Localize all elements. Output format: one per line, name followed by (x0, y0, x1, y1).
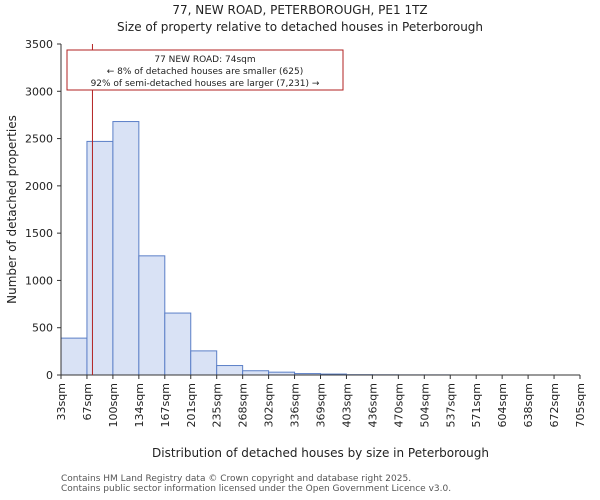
annotation-line-1: 77 NEW ROAD: 74sqm (154, 55, 255, 65)
histogram-bar (164, 312, 192, 376)
x-tick-label: 604sqm (496, 383, 509, 427)
histogram-bar (112, 121, 140, 376)
x-tick-label: 100sqm (107, 383, 120, 427)
footer-line-2: Contains public sector information licen… (61, 484, 452, 494)
y-tick-label: 500 (32, 322, 53, 335)
x-tick-label: 672sqm (548, 383, 561, 427)
y-axis-label: Number of detached properties (5, 115, 19, 304)
chart-title: 77, NEW ROAD, PETERBOROUGH, PE1 1TZ (172, 3, 428, 17)
y-axis-ticks: 0 500 1000 1500 2000 2500 3000 3500 (25, 38, 61, 382)
y-tick-label: 3500 (25, 38, 53, 51)
y-tick-label: 3000 (25, 85, 53, 98)
y-tick-label: 2000 (25, 180, 53, 193)
x-tick-label: 235sqm (211, 383, 224, 427)
chart-title-block: 77, NEW ROAD, PETERBOROUGH, PE1 1TZ Size… (0, 2, 600, 36)
histogram-bar (60, 337, 88, 376)
annotation-box (66, 49, 344, 91)
x-tick-label: 201sqm (185, 383, 198, 427)
chart-subtitle: Size of property relative to detached ho… (116, 20, 484, 34)
x-tick-label: 705sqm (574, 383, 587, 427)
x-tick-label: 403sqm (340, 383, 353, 427)
x-tick-label: 67sqm (81, 383, 94, 420)
y-tick-label: 1500 (25, 227, 53, 240)
x-tick-label: 302sqm (263, 383, 276, 427)
y-tick-label: 2500 (25, 133, 53, 146)
x-tick-label: 33sqm (55, 383, 68, 420)
histogram-bar (216, 365, 244, 376)
x-tick-label: 167sqm (159, 383, 172, 427)
x-tick-label: 336sqm (289, 383, 302, 427)
attribution-footer: Contains HM Land Registry data © Crown c… (61, 474, 451, 494)
histogram-bar (242, 370, 270, 376)
x-tick-label: 134sqm (133, 383, 146, 427)
histogram-bar (86, 140, 114, 376)
x-tick-label: 436sqm (366, 383, 379, 427)
annotation-line-2: ← 8% of detached houses are smaller (625… (107, 67, 304, 77)
x-axis-ticks: 33sqm 67sqm 100sqm 134sqm 167sqm 201sqm 235sqm… (55, 375, 587, 427)
x-tick-label: 571sqm (470, 383, 483, 427)
x-tick-label: 470sqm (392, 383, 405, 427)
y-tick-label: 0 (46, 369, 53, 382)
x-tick-label: 537sqm (444, 383, 457, 427)
x-axis-label: Distribution of detached houses by size … (152, 446, 489, 460)
y-tick-label: 1000 (25, 274, 53, 287)
x-tick-label: 638sqm (522, 383, 535, 427)
x-tick-label: 369sqm (315, 383, 328, 427)
histogram-bar (190, 350, 218, 376)
histogram-bar (138, 255, 166, 376)
annotation-line-3: 92% of semi-detached houses are larger (… (91, 79, 320, 89)
x-tick-label: 268sqm (237, 383, 250, 427)
bars-group (60, 121, 451, 376)
footer-line-1: Contains HM Land Registry data © Crown c… (61, 474, 412, 484)
x-tick-label: 504sqm (418, 383, 431, 427)
